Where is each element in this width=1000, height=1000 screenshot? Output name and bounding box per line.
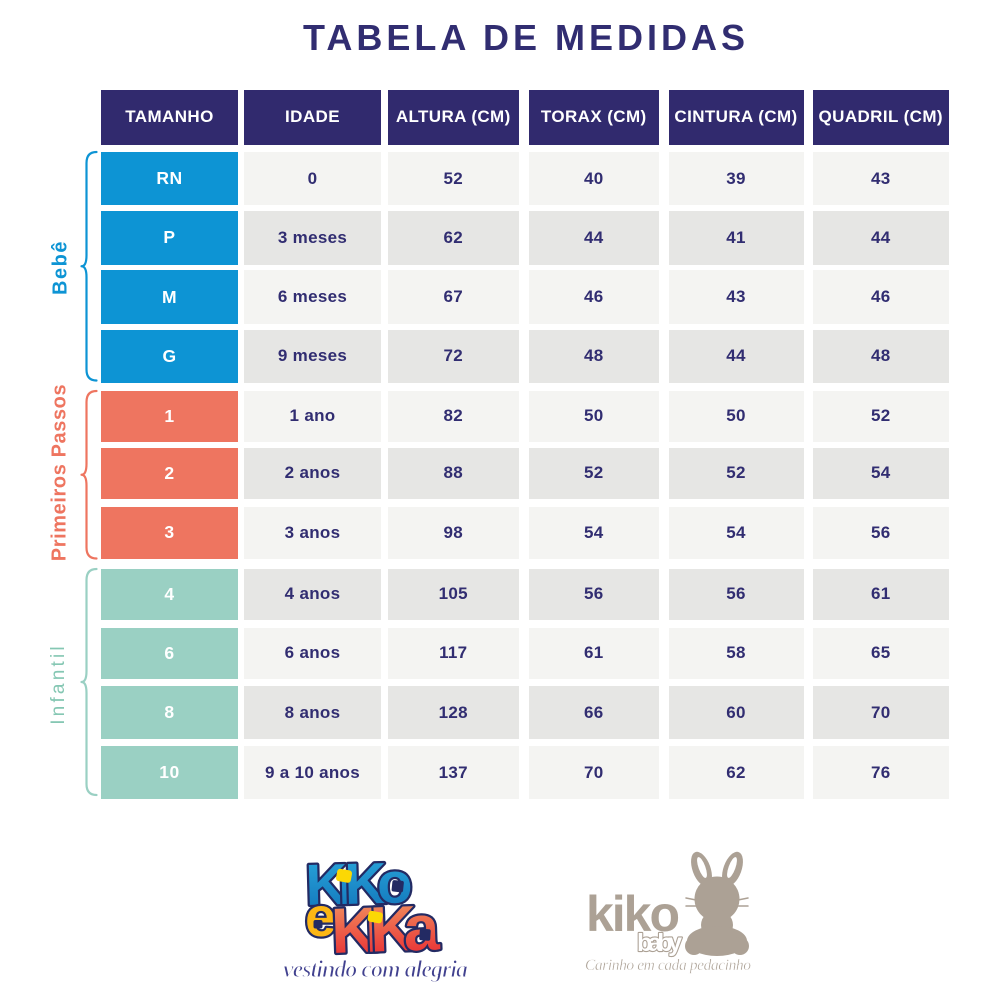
svg-text:e: e: [305, 885, 336, 948]
svg-text:kiko: kiko: [586, 886, 680, 942]
svg-text:Carinho em cada pedacinho: Carinho em cada pedacinho: [585, 957, 751, 974]
svg-text:baby: baby: [637, 929, 682, 957]
svg-text:vestindo com alegria: vestindo com alegria: [283, 957, 468, 983]
svg-text:baby: baby: [637, 929, 682, 957]
